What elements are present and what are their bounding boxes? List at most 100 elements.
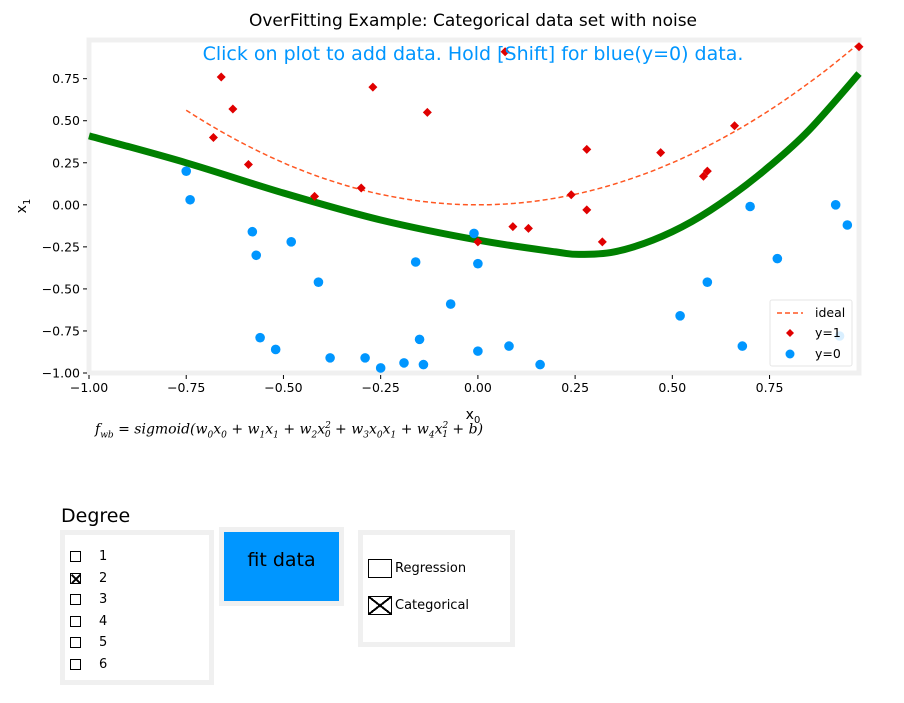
formula-w1-sub: 1 [259, 430, 266, 441]
positive-point [566, 190, 576, 200]
positive-point [656, 148, 666, 158]
degree-label-1: 1 [99, 548, 108, 564]
positive-point [473, 237, 483, 247]
legend-box [769, 299, 853, 367]
formula-x3b-sub: 1 [390, 430, 397, 441]
x-tick-label: 0.25 [561, 380, 589, 395]
y-tick-label: −0.25 [42, 239, 80, 254]
formula-x0-sub: 0 [221, 430, 227, 441]
legend-positive-swatch [786, 329, 794, 337]
fit-data-button[interactable]: fit data [224, 532, 339, 601]
negative-point [702, 277, 713, 287]
positive-point [730, 121, 740, 131]
negative-point [745, 201, 755, 212]
negative-points-layer [181, 166, 853, 373]
positive-point [854, 42, 864, 52]
degree-title: Degree [61, 505, 131, 527]
degree-checkbox-5[interactable] [70, 636, 81, 648]
negative-point [504, 341, 514, 351]
degree-checkbox-3[interactable] [70, 593, 81, 605]
legend: ideal y=1 y=0 [769, 299, 853, 367]
positive-point [228, 104, 238, 114]
categorical-checkbox[interactable] [368, 596, 392, 615]
model-formula: fwb = sigmoid(w0x0 + w1x1 + w2x20 + w3x0… [95, 421, 483, 440]
degree-label-4: 4 [99, 613, 108, 629]
formula-x3b: x [382, 421, 391, 438]
y-tick-label: 0.00 [52, 197, 80, 212]
formula-x0: x [213, 421, 222, 438]
degree-checkbox-6[interactable] [70, 658, 81, 670]
formula-x2: x [317, 421, 326, 438]
positive-point [243, 159, 253, 169]
x-tick-label: 0.00 [464, 380, 492, 395]
type-option-categorical[interactable]: Categorical [368, 596, 469, 615]
degree-checkbox-4[interactable] [70, 615, 81, 627]
categorical-label: Categorical [395, 598, 470, 613]
plot-area-frame [86, 37, 862, 376]
negative-point [410, 257, 421, 267]
negative-point [247, 226, 258, 237]
degree-option-1[interactable]: 1 [70, 546, 107, 566]
x-tick-label: 0.50 [658, 380, 686, 395]
formula-x1: x [265, 421, 274, 438]
degree-label-5: 5 [99, 634, 108, 650]
formula-x3a: x [368, 421, 377, 438]
legend-negative-label: y=0 [815, 346, 841, 361]
y-tick-label: −0.50 [42, 281, 80, 296]
positive-point [208, 133, 218, 143]
formula-x1-sub: 1 [273, 430, 279, 441]
negative-point [255, 332, 265, 343]
legend-positive-label: y=1 [815, 325, 841, 340]
negative-point [325, 353, 335, 363]
overfitting-chart[interactable]: −1.00 −0.75 −0.50 −0.25 0.00 0.25 0.50 0.75 −1.0… [0, 0, 904, 440]
plot-frame [86, 37, 862, 376]
positive-point [216, 72, 226, 82]
formula-w4-sub: 4 [428, 430, 435, 441]
positive-point [500, 47, 510, 57]
type-option-regression[interactable]: Regression [368, 559, 466, 578]
degree-label-6: 6 [99, 656, 108, 672]
chart-title: OverFitting Example: Categorical data se… [249, 11, 697, 31]
fit-button-panel: fit data [219, 527, 344, 606]
x-tick-label: 0.75 [756, 380, 784, 395]
ideal-curve [185, 42, 860, 206]
negative-point [418, 359, 429, 370]
formula-w2-sub: 2 [311, 430, 318, 441]
x-tick-label: −0.25 [362, 380, 400, 395]
negative-point [445, 299, 456, 309]
formula-w0-sub: 0 [207, 430, 214, 441]
negative-point [737, 341, 748, 351]
negative-point [842, 220, 853, 230]
degree-option-2[interactable]: 2 [70, 568, 107, 588]
negative-point [399, 358, 409, 368]
positive-point [597, 237, 607, 247]
ideal-curve-layer [185, 42, 860, 206]
formula-term4: + w [396, 421, 429, 438]
formula-x2-sub: 0 [324, 430, 331, 441]
y-tick-label: −1.00 [42, 366, 80, 381]
positive-point [422, 107, 432, 117]
regression-checkbox[interactable] [368, 559, 392, 578]
y-axis-label: x1 [14, 199, 33, 214]
negative-point [473, 346, 483, 356]
negative-point [270, 344, 281, 355]
formula-term2: + w [278, 421, 312, 438]
degree-option-5[interactable]: 5 [70, 632, 107, 652]
y-tick-label: −0.75 [42, 323, 80, 338]
formula-lhs: f [95, 421, 101, 438]
y-tick-label: 0.25 [52, 155, 80, 170]
negative-point [535, 359, 545, 370]
legend-negative-swatch [785, 349, 795, 359]
degree-option-6[interactable]: 6 [70, 654, 107, 674]
negative-point [360, 353, 370, 363]
degree-option-4[interactable]: 4 [70, 611, 107, 631]
model-type-panel: Regression Categorical [358, 530, 515, 647]
degree-checkbox-2[interactable] [70, 572, 81, 584]
formula-x4: x [434, 421, 443, 438]
x-tick-label: −1.00 [70, 380, 108, 395]
degree-checkbox-1[interactable] [70, 550, 81, 562]
negative-point [414, 334, 425, 345]
x-tick-label: −0.75 [167, 380, 205, 395]
negative-point [375, 363, 386, 373]
degree-option-3[interactable]: 3 [70, 589, 107, 609]
